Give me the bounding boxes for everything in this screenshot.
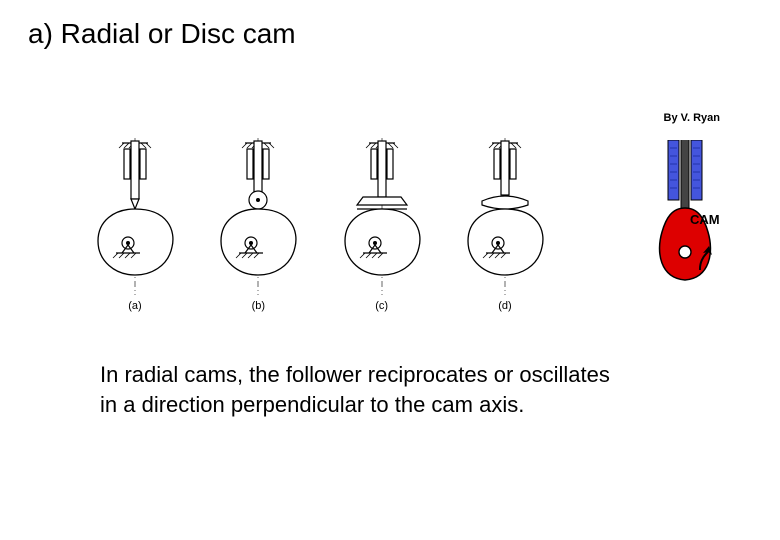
cam-diagram-d: (d)	[450, 130, 560, 310]
cam-svg-b	[203, 130, 313, 310]
cam-diagram-a: (a)	[80, 130, 190, 310]
page-title: a) Radial or Disc cam	[28, 18, 296, 50]
cam-label-c: (c)	[327, 300, 437, 312]
description-text: In radial cams, the follower reciprocate…	[100, 360, 620, 419]
cam-label-a: (a)	[80, 300, 190, 312]
cam-svg-d	[450, 130, 560, 310]
attribution-text: By V. Ryan	[664, 112, 720, 124]
cam-diagram-c: (c)	[327, 130, 437, 310]
cam-diagram-row: (a) (b)	[80, 130, 560, 310]
cam-diagram-b: (b)	[203, 130, 313, 310]
cam-svg-c	[327, 130, 437, 310]
cam-label-b: (b)	[203, 300, 313, 312]
color-cam-graphic: CAM	[640, 140, 730, 310]
cam-label-d: (d)	[450, 300, 560, 312]
cam-svg-a	[80, 130, 190, 310]
color-cam-label: CAM	[690, 212, 720, 227]
